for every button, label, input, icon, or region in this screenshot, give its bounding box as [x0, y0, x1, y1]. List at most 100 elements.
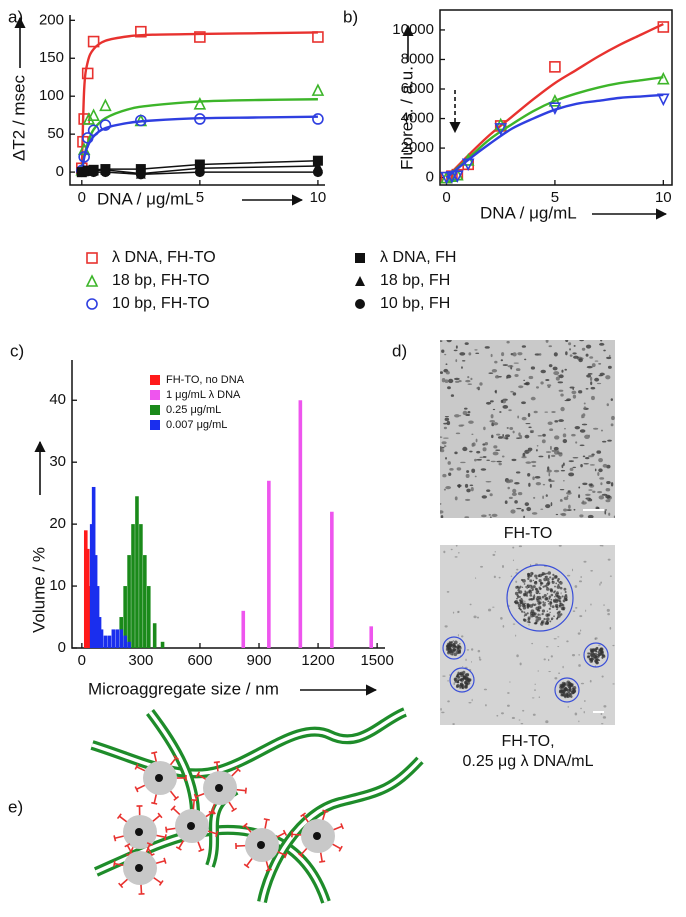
speck [560, 393, 563, 396]
speck [563, 480, 565, 482]
speck [572, 467, 576, 468]
speck [559, 374, 564, 378]
speck [595, 655, 597, 657]
speck [555, 575, 558, 578]
speck [444, 354, 446, 355]
speck [560, 500, 563, 502]
speck [524, 583, 526, 585]
speck [498, 436, 503, 439]
speck [578, 494, 580, 498]
speck [495, 551, 496, 553]
speck [476, 451, 480, 454]
bar [123, 636, 127, 648]
speck [479, 382, 482, 385]
speck [454, 452, 457, 455]
speck [575, 607, 577, 609]
speck [542, 603, 545, 606]
speck [491, 354, 493, 357]
speck [447, 648, 450, 651]
speck [485, 704, 487, 706]
speck [440, 371, 443, 374]
speck [465, 380, 470, 383]
speck [606, 481, 611, 484]
speck [544, 594, 547, 597]
y-tick-label: 100 [39, 87, 64, 104]
speck [506, 375, 511, 379]
speck [563, 433, 567, 437]
speck [506, 480, 511, 483]
speck [446, 644, 449, 647]
panel-label: b) [343, 7, 358, 26]
speck [447, 700, 450, 702]
speck [534, 581, 538, 585]
speck [533, 497, 535, 499]
speck [585, 494, 591, 496]
ligand [292, 834, 302, 835]
speck [534, 689, 536, 691]
speck [564, 400, 569, 401]
speck [570, 354, 573, 356]
speck [494, 576, 496, 578]
bar [139, 524, 143, 648]
speck [531, 461, 536, 463]
speck [538, 610, 540, 612]
speck [545, 576, 548, 579]
speck [521, 598, 522, 599]
micrograph-caption: FH-TO [504, 525, 553, 542]
speck [525, 586, 527, 588]
speck [490, 400, 494, 402]
speck [511, 459, 516, 461]
legend-label: λ DNA, FH [380, 249, 456, 266]
speck [530, 431, 533, 432]
speck [528, 483, 530, 487]
speck [523, 606, 526, 609]
speck [582, 424, 587, 426]
speck [492, 554, 495, 556]
speck [612, 645, 614, 646]
speck [455, 359, 457, 362]
speck [566, 640, 568, 642]
speck [492, 514, 498, 517]
speck [561, 470, 565, 472]
speck [501, 712, 504, 714]
speck [517, 352, 522, 355]
speck [593, 428, 598, 430]
speck [571, 434, 576, 437]
speck [559, 691, 562, 694]
speck [519, 599, 521, 601]
speck [560, 613, 563, 616]
fit-curve [447, 77, 664, 177]
speck [600, 544, 603, 547]
ligand [119, 816, 127, 822]
speck [546, 451, 551, 453]
speck [547, 613, 550, 616]
ligand-tip [164, 858, 166, 864]
speck [578, 664, 581, 667]
speck [611, 398, 613, 401]
speck [518, 591, 520, 593]
speck [580, 708, 582, 709]
speck [565, 351, 568, 355]
speck [486, 460, 490, 461]
speck [570, 690, 572, 692]
speck [465, 659, 466, 661]
speck [529, 604, 533, 608]
speck [548, 455, 550, 459]
speck [608, 559, 611, 561]
speck [579, 580, 582, 582]
speck [513, 431, 515, 434]
speck [443, 438, 449, 439]
speck [494, 361, 497, 364]
speck [557, 636, 559, 637]
speck [493, 422, 498, 425]
speck [471, 434, 473, 435]
speck [536, 449, 538, 451]
speck [470, 378, 472, 380]
speck [517, 415, 519, 418]
speck [554, 420, 558, 422]
speck [605, 509, 607, 510]
speck [480, 566, 483, 568]
speck [603, 350, 606, 352]
speck [454, 378, 460, 380]
speck [597, 472, 599, 476]
